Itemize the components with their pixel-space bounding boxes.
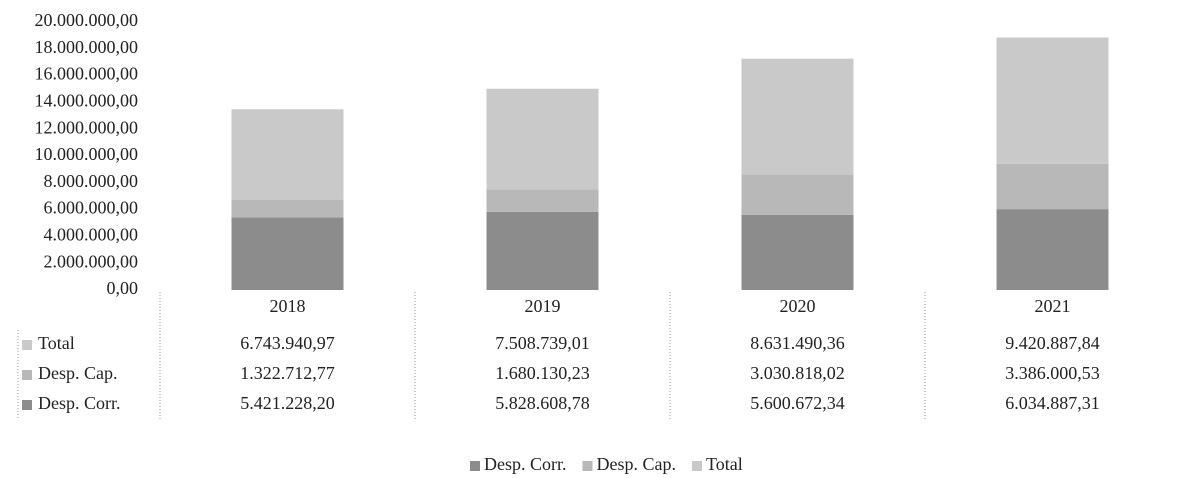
y-tick-label: 14.000.000,00 [35,91,139,111]
y-tick-label: 0,00 [107,278,139,298]
bar-segment [486,88,599,190]
row-label: Desp. Cap. [38,363,118,383]
y-tick-label: 18.000.000,00 [35,37,139,57]
bar-segment [996,163,1109,210]
table-value: 8.631.490,36 [750,333,845,353]
bar-segment [231,217,344,290]
x-tick-label: 2021 [1035,296,1071,316]
legend-swatch [22,370,32,380]
bar-segment [231,199,344,218]
table-value: 6.034.887,31 [1005,393,1100,413]
y-tick-label: 12.000.000,00 [35,117,139,137]
table-value: 1.322.712,77 [240,363,335,383]
x-tick-label: 2019 [525,296,561,316]
row-label: Desp. Corr. [38,393,121,413]
table-value: 3.386.000,53 [1005,363,1100,383]
legend-swatch [22,400,32,410]
legend-swatch [582,461,593,471]
table-value: 5.600.672,34 [750,393,845,413]
table-value: 5.421.228,20 [240,393,335,413]
legend-label: Total [706,454,743,474]
legend-label: Desp. Cap. [597,454,677,474]
bar-segment [996,37,1109,164]
legend-label: Desp. Corr. [484,454,567,474]
x-tick-label: 2020 [780,296,816,316]
legend-swatch [692,461,702,471]
table-value: 5.828.608,78 [495,393,590,413]
x-tick-label: 2018 [270,296,306,316]
legend-swatch [470,461,480,471]
y-tick-label: 20.000.000,00 [35,10,139,30]
bar-segment [486,211,599,290]
y-tick-label: 16.000.000,00 [35,64,139,84]
y-tick-label: 6.000.000,00 [44,198,139,218]
table-value: 6.743.940,97 [240,333,335,353]
bar-segment [486,189,599,212]
table-value: 1.680.130,23 [495,363,590,383]
table-value: 3.030.818,02 [750,363,845,383]
y-tick-label: 4.000.000,00 [44,225,139,245]
legend-swatch [22,340,32,350]
bar-segment [741,58,854,175]
table-value: 9.420.887,84 [1005,333,1100,353]
y-tick-label: 8.000.000,00 [44,171,139,191]
bar-segment [741,174,854,215]
table-value: 7.508.739,01 [495,333,590,353]
bar-segment [996,209,1109,290]
y-tick-label: 2.000.000,00 [44,251,139,271]
y-tick-label: 10.000.000,00 [35,144,139,164]
bar-segment [741,214,854,290]
row-label: Total [38,333,75,353]
bar-segment [231,109,344,200]
